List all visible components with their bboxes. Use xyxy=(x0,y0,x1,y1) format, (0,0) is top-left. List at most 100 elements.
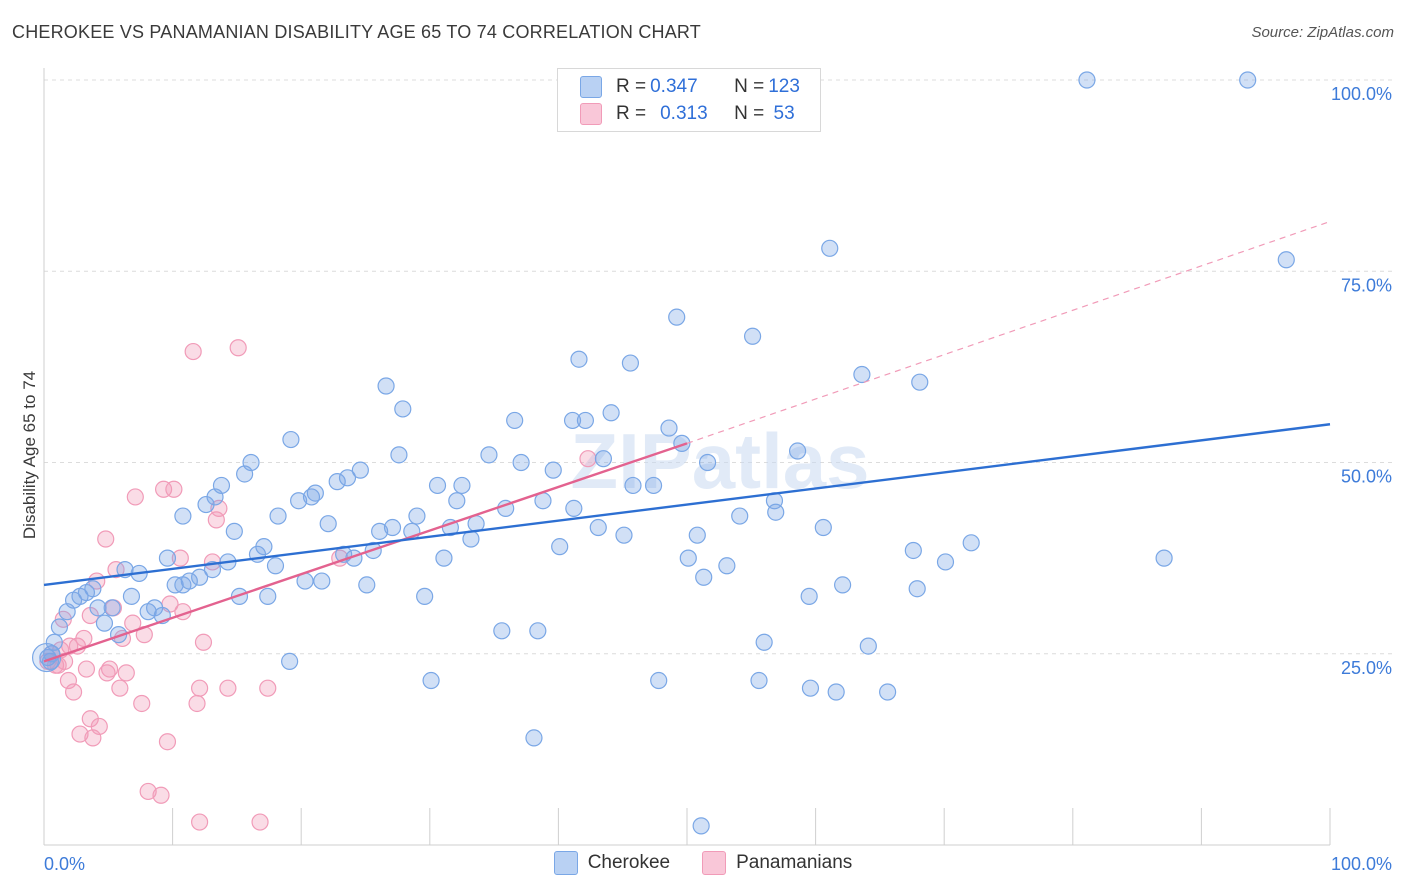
panamanian-point xyxy=(171,549,189,567)
cherokee-point xyxy=(904,541,922,560)
cherokee-point xyxy=(480,446,498,464)
cherokee-point xyxy=(801,679,820,697)
cherokee-point xyxy=(338,469,357,487)
legend-label: Cherokee xyxy=(587,852,671,873)
panamanian-point xyxy=(90,717,108,736)
cherokee-point xyxy=(50,618,69,636)
cherokee-point xyxy=(1277,251,1295,269)
cherokee-point xyxy=(827,683,845,701)
cherokee-point xyxy=(89,599,107,617)
panamanian-point xyxy=(139,782,157,801)
panamanian-point xyxy=(194,633,213,651)
cherokee-point xyxy=(853,365,871,384)
cherokee-point xyxy=(688,526,706,544)
legend-row-panamanian: R = 0.313 N = 53 xyxy=(580,101,795,127)
cherokee-point xyxy=(879,683,897,701)
watermark: ZIPatlas xyxy=(570,417,869,505)
cherokee-point xyxy=(422,671,440,690)
panamanian-point xyxy=(229,339,247,357)
cherokee-point xyxy=(911,373,929,391)
panamanian-point xyxy=(152,786,170,804)
cherokee-point xyxy=(1078,71,1096,89)
cherokee-point xyxy=(602,404,620,422)
n-value: 123 xyxy=(768,76,800,97)
cherokee-swatch xyxy=(553,851,578,875)
cherokee-point xyxy=(962,534,980,552)
cherokee-point xyxy=(266,557,285,575)
cherokee-point xyxy=(225,522,243,540)
panamanian-point xyxy=(184,342,202,361)
cherokee-point xyxy=(624,476,642,495)
x-axis xyxy=(43,68,1331,846)
cherokee-point xyxy=(615,526,633,544)
r-label: R = xyxy=(616,76,647,97)
cherokee-point xyxy=(45,633,63,651)
panamanian-point xyxy=(107,560,125,579)
cherokee-point xyxy=(695,568,713,586)
legend-row-cherokee: R = 0.347 N = 123 xyxy=(580,74,800,100)
cherokee-point xyxy=(390,446,408,464)
cherokee-point xyxy=(908,580,926,598)
n-value: 53 xyxy=(768,103,795,124)
cherokee-point xyxy=(859,637,877,655)
n-label: N = xyxy=(734,76,765,97)
cherokee-point xyxy=(594,450,613,468)
cherokee-point xyxy=(269,507,287,525)
cherokee-point xyxy=(255,538,273,556)
cherokee-swatch xyxy=(580,76,602,98)
cherokee-point xyxy=(377,377,395,395)
cherokee-point xyxy=(290,492,308,510)
cherokee-point xyxy=(174,507,192,525)
panamanian-trend-line xyxy=(43,442,688,663)
cherokee-point xyxy=(551,538,569,556)
cherokee-point xyxy=(576,411,595,430)
trend-lines xyxy=(43,220,1331,663)
cherokee-point xyxy=(306,484,324,502)
x-tick-label: 100.0% xyxy=(1331,854,1392,874)
panamanian-point xyxy=(97,530,115,548)
cherokee-point xyxy=(1239,71,1257,89)
cherokee-point xyxy=(493,622,511,640)
panamanian-point xyxy=(219,679,237,697)
cherokee-point xyxy=(621,354,640,372)
cherokee-point xyxy=(814,518,832,537)
cherokee-point xyxy=(203,560,222,579)
y-tick-label: 75.0% xyxy=(1341,275,1392,295)
cherokee-point xyxy=(644,476,663,495)
cherokee-point xyxy=(383,518,402,537)
cherokee-point xyxy=(750,671,768,690)
chart-title: CHEROKEE VS PANAMANIAN DISABILITY AGE 65… xyxy=(12,22,701,42)
panamanian-point xyxy=(133,694,151,713)
cherokee-point xyxy=(351,461,369,479)
cherokee-point xyxy=(718,557,736,575)
cherokee-point xyxy=(282,430,300,449)
cherokee-point xyxy=(692,817,710,835)
r-label: R = xyxy=(616,103,647,124)
cherokee-point xyxy=(767,503,785,521)
cherokee-point xyxy=(328,473,346,491)
cherokee-point xyxy=(755,633,773,651)
r-value: 0.347 xyxy=(650,76,698,97)
source-label: Source: ZipAtlas.com xyxy=(1251,24,1394,41)
panamanian-point xyxy=(77,660,96,678)
panamanian-point xyxy=(191,679,209,697)
panamanian-point xyxy=(165,480,183,498)
tick-labels: 25.0% 50.0% 75.0% 100.0% 0.0% 100.0% xyxy=(44,84,1392,874)
panamanian-point xyxy=(579,450,597,468)
cherokee-point xyxy=(650,671,668,690)
cherokee-point xyxy=(565,499,583,517)
y-tick-label: 100.0% xyxy=(1331,84,1392,104)
cherokee-point xyxy=(281,652,299,671)
cherokee-point xyxy=(428,476,447,495)
cherokee-point xyxy=(529,622,547,640)
cherokee-point xyxy=(371,522,389,540)
panamanian-point xyxy=(126,488,144,506)
cherokee-point xyxy=(936,553,955,571)
cherokee-point xyxy=(668,308,686,326)
panamanian-point xyxy=(71,725,89,743)
panamanian-point xyxy=(251,813,269,831)
cherokee-point xyxy=(358,576,376,594)
cherokee-point xyxy=(191,568,209,586)
panamanian-point xyxy=(188,694,206,713)
